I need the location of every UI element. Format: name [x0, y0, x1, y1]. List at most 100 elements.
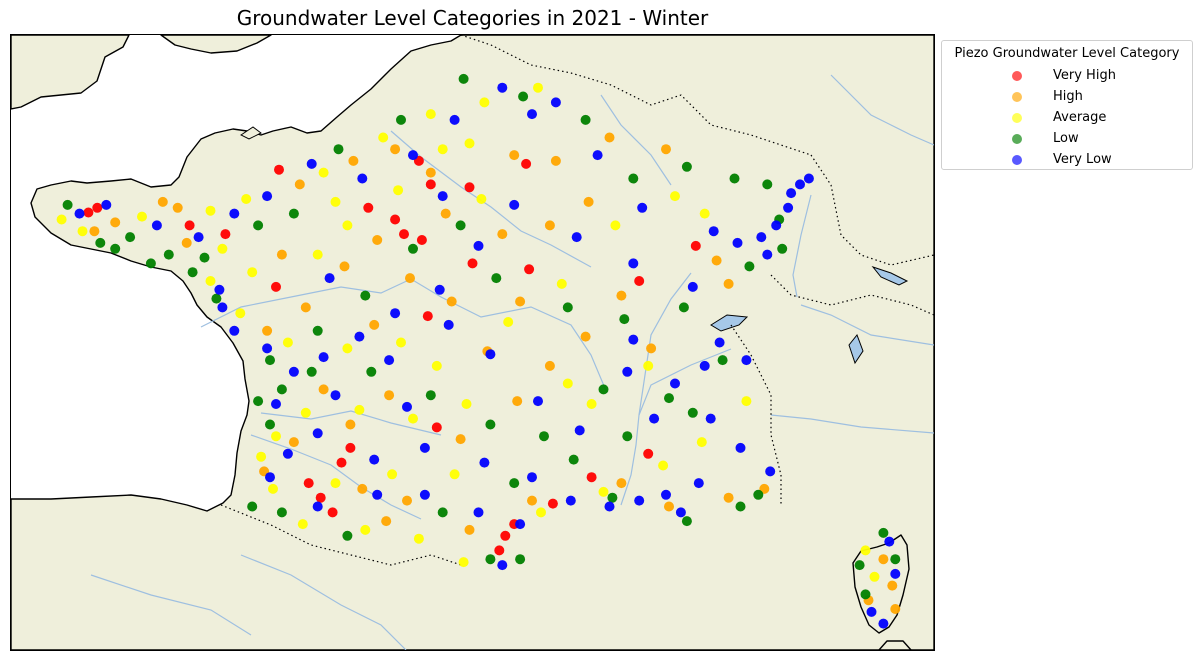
- land-mainland: [11, 35, 934, 650]
- station-point-very-low: [628, 258, 639, 269]
- station-point-very-high: [184, 220, 195, 231]
- station-point-very-low: [571, 232, 582, 243]
- river-saone: [638, 272, 692, 416]
- station-point-average: [378, 132, 389, 143]
- map-canvas[interactable]: [11, 35, 934, 650]
- station-point-high: [157, 196, 168, 207]
- station-point-very-low: [193, 232, 204, 243]
- station-point-very-low: [271, 399, 281, 409]
- station-point-low: [860, 589, 871, 600]
- station-point-very-high: [315, 492, 326, 503]
- station-point-very-high: [271, 281, 281, 292]
- station-point-very-low: [419, 489, 430, 500]
- station-point-very-low: [604, 501, 615, 512]
- station-point-low: [396, 114, 406, 125]
- river-north-de: [830, 74, 934, 146]
- station-point-high: [711, 255, 722, 266]
- station-point-very-low: [565, 495, 576, 506]
- station-point-low: [485, 554, 496, 565]
- station-point-very-high: [220, 229, 231, 240]
- station-point-very-high: [303, 478, 314, 489]
- station-point-average: [503, 317, 514, 327]
- station-point-average: [464, 138, 475, 149]
- border-switzerland: [770, 274, 934, 316]
- station-point-low: [485, 419, 496, 430]
- station-point-high: [512, 396, 523, 407]
- station-point-high: [616, 290, 627, 301]
- station-point-high: [288, 437, 299, 448]
- station-point-very-low: [884, 536, 895, 547]
- station-point-average: [342, 220, 353, 231]
- station-point-high: [345, 419, 356, 430]
- station-point-high: [402, 495, 412, 506]
- station-point-low: [306, 366, 317, 377]
- station-point-low: [458, 73, 469, 84]
- station-point-very-low: [419, 442, 430, 453]
- station-point-very-high: [500, 530, 511, 541]
- legend-marker-very-low: [1012, 155, 1022, 165]
- station-point-very-low: [708, 226, 719, 237]
- river-ebro: [240, 554, 407, 650]
- station-point-very-low: [330, 390, 341, 401]
- station-point-very-low: [449, 114, 460, 125]
- station-point-very-low: [372, 489, 383, 500]
- station-point-high: [318, 384, 329, 395]
- station-point-average: [449, 469, 460, 480]
- stations-layer: [56, 73, 901, 629]
- station-point-very-high: [399, 229, 409, 240]
- station-point-average: [643, 360, 654, 371]
- station-point-average: [393, 185, 404, 196]
- station-point-very-low: [732, 237, 743, 248]
- station-point-high: [294, 179, 305, 190]
- station-point-average: [479, 97, 490, 108]
- station-point-average: [536, 507, 546, 518]
- station-point-very-high: [547, 498, 558, 509]
- station-point-very-low: [783, 202, 794, 213]
- river-loire: [200, 278, 608, 394]
- station-point-high: [580, 331, 591, 342]
- station-point-very-low: [101, 199, 112, 210]
- station-point-high: [664, 501, 674, 512]
- station-point-very-low: [357, 173, 368, 184]
- station-point-low: [717, 355, 728, 366]
- station-point-low: [62, 199, 73, 210]
- station-point-very-low: [866, 606, 877, 617]
- station-point-low: [253, 396, 264, 407]
- station-point-average: [860, 545, 871, 556]
- station-point-very-low: [229, 208, 240, 219]
- map-frame[interactable]: [10, 34, 935, 651]
- station-point-high: [390, 144, 401, 155]
- station-point-high: [646, 343, 657, 354]
- station-point-high: [369, 319, 380, 330]
- station-point-very-low: [795, 179, 805, 190]
- station-point-low: [408, 243, 418, 254]
- station-point-average: [396, 337, 406, 348]
- station-point-very-low: [473, 240, 484, 251]
- station-point-very-high: [345, 442, 356, 453]
- station-point-low: [145, 258, 156, 269]
- station-point-very-high: [416, 235, 427, 245]
- station-point-average: [461, 399, 472, 409]
- station-point-average: [56, 214, 67, 225]
- station-point-very-low: [622, 366, 633, 377]
- borders-layer: [220, 35, 934, 566]
- station-point-low: [580, 114, 591, 125]
- station-point-average: [431, 360, 442, 371]
- station-point-very-low: [229, 325, 240, 336]
- station-point-very-low: [437, 191, 448, 202]
- station-point-very-high: [431, 422, 442, 433]
- station-point-low: [199, 252, 210, 263]
- station-point-high: [890, 604, 901, 614]
- station-point-low: [366, 366, 377, 377]
- station-point-very-low: [574, 425, 585, 436]
- station-point-high: [723, 278, 734, 289]
- station-point-very-low: [515, 519, 526, 530]
- station-point-low: [515, 554, 526, 565]
- station-point-low: [598, 384, 609, 395]
- station-point-low: [125, 232, 136, 243]
- river-tagus-area: [90, 574, 252, 636]
- lake-geneva: [710, 314, 749, 332]
- station-point-high: [616, 478, 627, 489]
- station-point-very-low: [637, 202, 648, 213]
- river-rhine: [792, 194, 812, 298]
